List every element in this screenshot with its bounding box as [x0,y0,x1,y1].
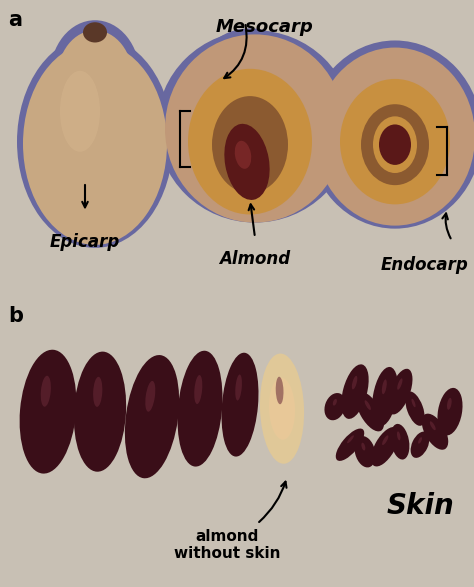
Ellipse shape [235,375,242,400]
Ellipse shape [194,375,202,404]
Ellipse shape [340,79,450,204]
Ellipse shape [372,367,398,426]
Ellipse shape [157,31,353,222]
Text: Endocarp: Endocarp [381,256,469,274]
Ellipse shape [447,398,452,410]
Ellipse shape [195,28,305,134]
Ellipse shape [260,353,304,464]
Ellipse shape [388,369,412,414]
Ellipse shape [19,350,76,474]
Ellipse shape [83,22,107,42]
Ellipse shape [57,31,133,127]
Ellipse shape [379,124,411,165]
Ellipse shape [371,427,399,467]
Ellipse shape [276,377,283,404]
Ellipse shape [391,424,410,460]
Text: Epicarp: Epicarp [50,232,120,251]
Ellipse shape [397,379,402,390]
Ellipse shape [352,376,357,389]
Text: a: a [8,10,22,30]
Text: almond
without skin: almond without skin [174,529,280,561]
Text: Mesocarp: Mesocarp [216,18,314,36]
Ellipse shape [356,392,384,431]
Ellipse shape [361,443,365,450]
Ellipse shape [212,96,288,193]
Ellipse shape [308,41,474,229]
Ellipse shape [93,377,102,407]
Ellipse shape [200,35,300,133]
Ellipse shape [361,104,429,185]
Ellipse shape [265,373,295,444]
Ellipse shape [17,35,173,248]
Text: Skin: Skin [386,492,454,520]
Ellipse shape [74,352,126,472]
Ellipse shape [410,431,429,458]
Ellipse shape [165,35,345,222]
Ellipse shape [347,436,354,443]
Ellipse shape [341,365,369,419]
Ellipse shape [235,141,251,169]
Ellipse shape [418,437,422,444]
Ellipse shape [382,436,388,445]
Ellipse shape [405,392,425,426]
Ellipse shape [60,71,100,152]
Ellipse shape [397,431,401,440]
Ellipse shape [315,48,474,225]
Ellipse shape [336,429,364,461]
Ellipse shape [333,399,337,406]
Text: Almond: Almond [219,250,291,268]
Ellipse shape [422,414,448,450]
Ellipse shape [269,377,295,440]
Ellipse shape [325,393,346,420]
Ellipse shape [382,379,387,394]
Ellipse shape [365,400,371,410]
Ellipse shape [438,388,463,436]
Ellipse shape [224,124,270,200]
Ellipse shape [355,436,375,467]
Ellipse shape [41,376,51,407]
Ellipse shape [373,116,417,173]
Ellipse shape [411,399,416,407]
Ellipse shape [188,69,312,214]
Ellipse shape [125,355,179,478]
Ellipse shape [50,20,140,131]
Ellipse shape [221,353,258,457]
Text: b: b [8,306,23,326]
Ellipse shape [430,421,436,430]
Ellipse shape [23,42,167,245]
Ellipse shape [177,350,222,467]
Ellipse shape [146,381,155,411]
